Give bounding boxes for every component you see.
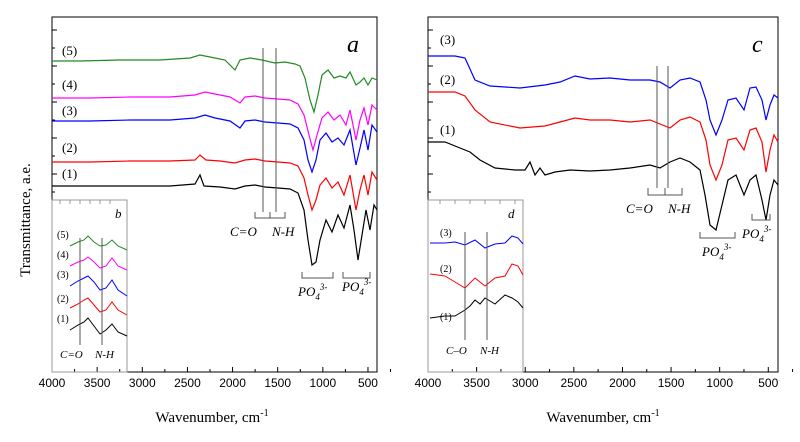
inset-b-lbl-2: (2) — [57, 294, 69, 305]
inset-d-label: d — [508, 206, 515, 221]
inset-b-label: b — [115, 206, 122, 221]
inset-b-markers — [79, 238, 103, 345]
inset-b-co: C=O — [60, 349, 83, 361]
inset-b-series-3 — [69, 275, 128, 297]
series-c-1 — [428, 141, 779, 232]
series-a-2 — [52, 154, 378, 212]
inset-d-series-1 — [429, 294, 524, 319]
x-tick-label-c-3500: 3500 — [463, 376, 490, 390]
panel-a-x-ticks: 4000 3500 3000 2500 2000 1500 1000 500 — [39, 367, 392, 390]
inset-d-lbl-3: (3) — [440, 228, 452, 239]
x-tick-label-a-1500: 1500 — [264, 376, 291, 390]
inset-d-co: C–O — [446, 345, 467, 357]
x-tick-label-c-2500: 2500 — [560, 376, 587, 390]
annotation-a-po4-1: PO43- — [297, 282, 327, 302]
annotation-c-po4-1: PO43- — [701, 242, 731, 262]
inset-b-series-1 — [69, 317, 128, 337]
annotation-a-co: C=O — [230, 224, 257, 239]
panel-c-frame — [427, 16, 779, 373]
x-tick-label-a-4000: 4000 — [39, 376, 66, 390]
x-tick-label-c-1500: 1500 — [658, 376, 685, 390]
inset-d-nh: N-H — [479, 345, 500, 357]
series-label-a-4: (4) — [62, 77, 77, 92]
inset-b-lbl-4: (4) — [57, 250, 69, 261]
inset-b-lbl-1: (1) — [57, 314, 69, 325]
panel-a-y-ticks — [52, 29, 57, 193]
inset-d-lbl-1: (1) — [440, 312, 452, 323]
x-axis-title-a: Wavenumber, cm-1 — [155, 408, 268, 426]
inset-d-series-2 — [429, 263, 524, 289]
x-tick-label-c-3000: 3000 — [512, 376, 539, 390]
series-label-a-2: (2) — [62, 140, 77, 155]
inset-d-frame — [427, 199, 524, 373]
annotation-a-nh: N-H — [271, 224, 295, 239]
series-c-2 — [428, 91, 779, 182]
x-tick-label-a-3000: 3000 — [129, 376, 156, 390]
x-tick-label-c-4000: 4000 — [415, 376, 442, 390]
inset-b-ticks — [59, 200, 111, 204]
x-tick-label-a-2500: 2500 — [174, 376, 201, 390]
inset-b-series-5 — [69, 235, 128, 251]
annotation-c-nh: N-H — [667, 201, 691, 216]
panel-c-marker-lines — [647, 66, 771, 239]
x-tick-label-c-2000: 2000 — [609, 376, 636, 390]
x-axis-title-c: Wavenumber, cm-1 — [546, 408, 659, 426]
annotation-c-po4-2: PO43- — [741, 224, 771, 244]
series-label-a-1: (1) — [62, 166, 77, 181]
annotation-a-po4-2: PO43- — [341, 277, 371, 297]
annotation-c-co: C=O — [626, 201, 653, 216]
inset-d-lbl-2: (2) — [440, 264, 452, 275]
x-tick-label-a-1000: 1000 — [309, 376, 336, 390]
x-tick-label-a-3500: 3500 — [84, 376, 111, 390]
x-tick-label-c-1000: 1000 — [706, 376, 733, 390]
inset-b-series-4 — [69, 256, 128, 271]
inset-d-series-3 — [430, 235, 524, 249]
inset-b-nh: N-H — [94, 349, 115, 361]
panel-a-marker-lines — [254, 48, 371, 279]
panel-c-y-ticks — [428, 29, 433, 193]
series-a-4 — [52, 91, 378, 153]
series-label-a-5: (5) — [62, 43, 77, 58]
inset-d-markers — [464, 232, 488, 340]
x-tick-label-a-500: 500 — [358, 376, 378, 390]
x-tick-label-c-500: 500 — [758, 376, 778, 390]
inset-b-lbl-5: (5) — [57, 230, 69, 241]
series-a-1 — [52, 173, 378, 267]
series-c-3 — [428, 55, 779, 137]
x-tick-label-a-2000: 2000 — [219, 376, 246, 390]
panel-label-c: c — [752, 32, 763, 58]
panel-c-x-ticks: 4000 3500 3000 2500 2000 1500 1000 500 — [415, 367, 794, 390]
series-label-c-3: (3) — [440, 32, 455, 47]
series-label-c-2: (2) — [440, 72, 455, 87]
series-a-3 — [52, 114, 378, 174]
inset-d-ticks — [439, 200, 516, 204]
inset-b-series-2 — [69, 297, 128, 316]
series-a-5 — [52, 54, 378, 115]
panel-label-a: a — [347, 32, 359, 58]
series-label-a-3: (3) — [62, 103, 77, 118]
y-axis-title: Transmittance, a.e. — [18, 163, 34, 277]
series-label-c-1: (1) — [440, 122, 455, 137]
panel-a-frame — [51, 16, 378, 373]
inset-b-lbl-3: (3) — [57, 270, 69, 281]
